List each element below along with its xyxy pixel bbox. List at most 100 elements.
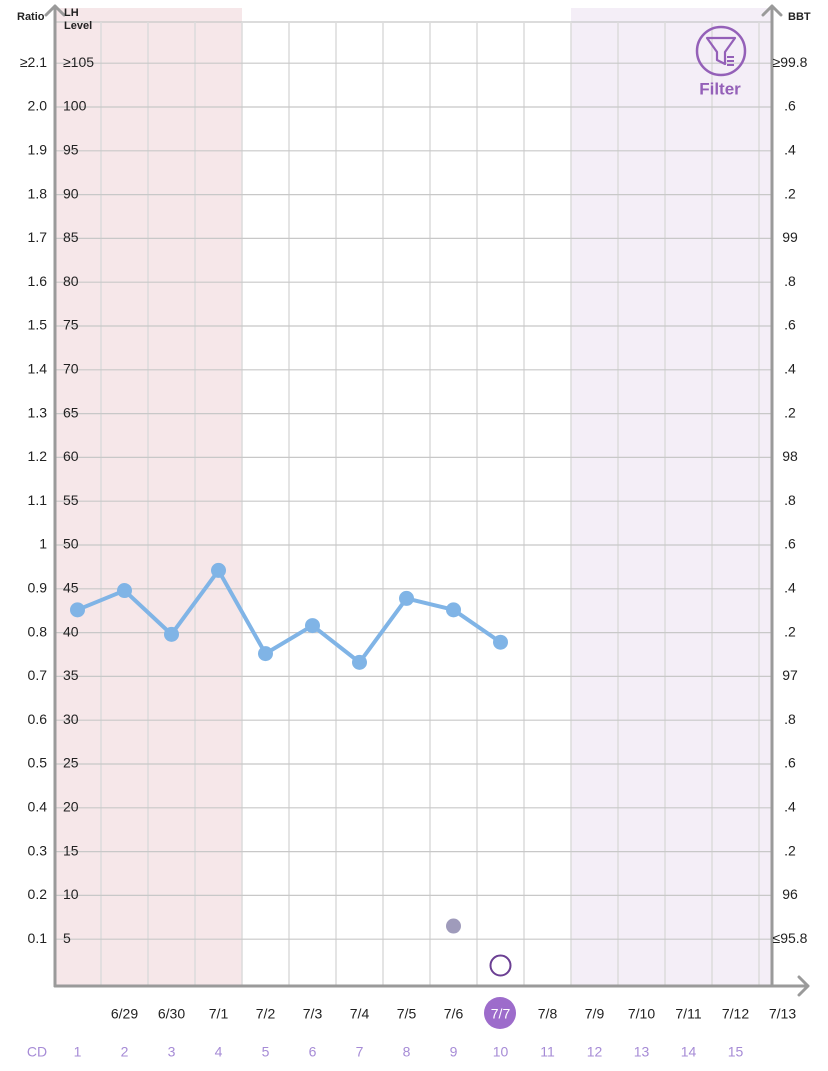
bbt-tick-label: .8	[784, 711, 796, 727]
date-label: 6/30	[158, 1006, 185, 1022]
ratio-tick-label: 1.8	[28, 185, 48, 201]
date-label: 6/29	[111, 1006, 138, 1022]
ratio-tick-label: 0.8	[28, 623, 48, 639]
lh-tick-label: 95	[63, 142, 79, 158]
lh-tick-label: ≥105	[63, 54, 94, 70]
cycle-day-label: 10	[493, 1044, 509, 1060]
bbt-tick-label: .6	[784, 317, 796, 333]
bbt-tick-label: .4	[784, 361, 796, 377]
ratio-axis-title: Ratio	[17, 11, 45, 23]
bbt-tick-label: 96	[782, 886, 798, 902]
lh-tick-label: 50	[63, 536, 79, 552]
bbt-axis-title: BBT	[788, 11, 811, 23]
cd-label: CD	[27, 1044, 47, 1060]
lh-point	[117, 583, 132, 599]
ratio-tick-label: 1	[39, 536, 47, 552]
lh-point	[164, 626, 179, 642]
filter-icon-lines	[727, 56, 734, 66]
filter-icon	[705, 36, 737, 66]
bbt-tick-label: ≤95.8	[773, 930, 808, 946]
bbt-tick-label: 98	[782, 448, 798, 464]
ratio-tick-label: 1.5	[28, 317, 48, 333]
lh-point	[493, 634, 508, 650]
ratio-tick-label: 1.3	[28, 404, 48, 420]
left-axis	[44, 4, 66, 988]
ratio-tick-label: 0.1	[28, 930, 48, 946]
ratio-tick-label: 0.3	[28, 842, 48, 858]
bbt-marker-hollow	[489, 954, 512, 977]
lh-tick-label: 10	[63, 886, 79, 902]
bbt-point	[446, 918, 461, 934]
filter-label[interactable]: Filter	[699, 79, 741, 98]
date-label: 7/10	[628, 1006, 655, 1022]
bbt-tick-label: 99	[782, 229, 798, 245]
date-label: 7/3	[303, 1006, 323, 1022]
lh-point	[399, 590, 414, 606]
lh-tick-label: 90	[63, 185, 79, 201]
ratio-tick-label: 0.6	[28, 711, 48, 727]
date-label: 7/5	[397, 1006, 417, 1022]
cycle-day-label: 15	[728, 1044, 744, 1060]
cycle-day-label: 8	[403, 1044, 411, 1060]
lh-tick-label: 25	[63, 755, 79, 771]
ratio-tick-label: 1.1	[28, 492, 48, 508]
filter-button[interactable]: Filter	[695, 25, 747, 98]
date-label: 7/2	[256, 1006, 276, 1022]
bbt-tick-label: .8	[784, 492, 796, 508]
ratio-tick-label: ≥2.1	[20, 54, 47, 70]
lh-tick-label: 70	[63, 361, 79, 377]
ratio-tick-label: 1.2	[28, 448, 48, 464]
bbt-tick-label: .2	[784, 623, 796, 639]
cycle-day-label: 13	[634, 1044, 650, 1060]
date-label: 7/12	[722, 1006, 749, 1022]
marks-layer	[70, 562, 512, 977]
axes	[44, 4, 810, 997]
bbt-tick-label: .2	[784, 185, 796, 201]
lh-tick-label: 5	[63, 930, 71, 946]
lh-tick-label: 65	[63, 404, 79, 420]
date-label: 7/13	[769, 1006, 796, 1022]
lh-point	[446, 602, 461, 618]
lh-tick-label: 55	[63, 492, 79, 508]
bbt-tick-label: .4	[784, 580, 796, 596]
date-label: 7/11	[675, 1006, 701, 1022]
grid-layer	[55, 22, 772, 986]
bbt-tick-label: .2	[784, 842, 796, 858]
bbt-tick-label: .2	[784, 404, 796, 420]
lh-tick-label: 30	[63, 711, 79, 727]
filter-icon-ring	[695, 25, 747, 77]
lh-tick-label: 40	[63, 623, 79, 639]
lh-tick-label: 15	[63, 842, 79, 858]
ratio-tick-label: 2.0	[28, 98, 48, 114]
bbt-tick-label: .6	[784, 98, 796, 114]
ratio-tick-label: 0.7	[28, 667, 48, 683]
bbt-tick-label: 97	[782, 667, 798, 683]
lh-point	[211, 562, 226, 578]
lh-point	[70, 602, 85, 618]
ratio-tick-label: 1.6	[28, 273, 48, 289]
cycle-day-label: 12	[587, 1044, 603, 1060]
ratio-tick-label: 1.7	[28, 229, 48, 245]
date-label: 7/8	[538, 1006, 558, 1022]
ratio-tick-label: 0.2	[28, 886, 48, 902]
cycle-day-label: 3	[168, 1044, 176, 1060]
lh-tick-label: 20	[63, 799, 79, 815]
bbt-tick-label: ≥99.8	[773, 54, 808, 70]
lh-tick-label: 45	[63, 580, 79, 596]
cycle-day-label: 7	[356, 1044, 364, 1060]
bbt-tick-label: .4	[784, 799, 796, 815]
bbt-tick-label: .8	[784, 273, 796, 289]
lh-point	[305, 618, 320, 634]
date-label: 7/7	[491, 1006, 511, 1022]
lh-tick-label: 75	[63, 317, 79, 333]
bbt-tick-label: .4	[784, 142, 796, 158]
cycle-day-label: 11	[540, 1044, 555, 1060]
cycle-day-label: 5	[262, 1044, 270, 1060]
cycle-day-label: 2	[121, 1044, 129, 1060]
bbt-tick-label: .6	[784, 536, 796, 552]
date-label: 7/6	[444, 1006, 464, 1022]
cycle-day-label: 6	[309, 1044, 317, 1060]
ratio-tick-label: 0.9	[28, 580, 48, 596]
lh-axis-title: LH Level	[64, 7, 93, 32]
